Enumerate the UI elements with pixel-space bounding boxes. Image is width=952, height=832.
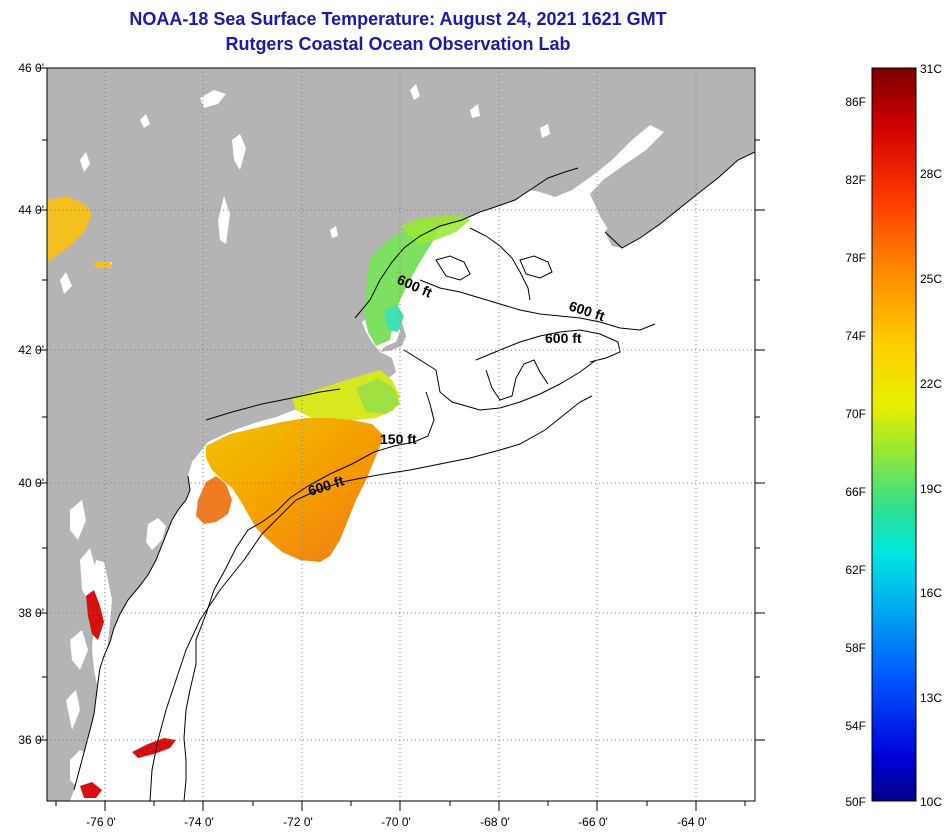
inland-water (60, 84, 550, 730)
sst-region-georges-shelf-green (356, 378, 400, 414)
lat-label-36: 36 0' (18, 733, 44, 747)
map-title: NOAA-18 Sea Surface Temperature: August … (129, 9, 667, 29)
colorbar-label-86f: 86F (845, 95, 866, 109)
pamlico-sound (70, 750, 92, 788)
lon-label-76: -76 0' (86, 815, 116, 829)
land-mass-nova-scotia (605, 110, 755, 248)
sst-region-delaware-shelf (196, 476, 232, 524)
colorbar-label-78f: 78F (845, 251, 866, 265)
contour-600ft-georges (475, 329, 621, 363)
colorbar-label-31c: 31C (920, 62, 942, 76)
delaware-bay (146, 518, 166, 550)
land-mass-mainland (47, 68, 755, 801)
lat-label-38: 38 0' (18, 606, 44, 620)
colorbar-label-54f: 54F (845, 719, 866, 733)
coastline (73, 151, 755, 791)
colorbar-label-28c: 28C (920, 167, 942, 181)
colorbar-label-22c: 22C (920, 377, 942, 391)
colorbar-label-70f: 70F (845, 407, 866, 421)
contour-600ft-shelf-break (149, 395, 593, 801)
colorbar-label-19c: 19C (920, 482, 942, 496)
lon-label-64: -64 0' (677, 815, 707, 829)
sst-region-gulf-of-maine (364, 220, 438, 346)
lat-label-40: 40 0' (18, 476, 44, 490)
lon-label-66: -66 0' (578, 815, 608, 829)
colorbar-label-25c: 25C (920, 272, 942, 286)
lat-label-42: 42 0' (18, 343, 44, 357)
colorbar-label-66f: 66F (845, 485, 866, 499)
contour-600ft-gulf-of-maine (419, 279, 656, 331)
temperature-colorbar: 86F 82F 78F 74F 70F 66F 62F 58F 54F 50F … (845, 62, 942, 809)
colorbar-label-10c: 10C (920, 795, 942, 809)
colorbar-gradient (871, 67, 917, 802)
axis-ticks (37, 67, 765, 811)
lon-label-72: -72 0' (283, 815, 313, 829)
lat-label-46: 46 0' (18, 61, 44, 75)
sst-region-gulf-of-maine-cool (384, 304, 404, 332)
lon-label-74: -74 0' (184, 815, 214, 829)
colorbar-label-58f: 58F (845, 641, 866, 655)
colorbar-label-50f: 50F (845, 795, 866, 809)
map-area: 600 ft 600 ft 600 ft 150 ft 600 ft (47, 68, 755, 801)
contour-label-600ft-3: 600 ft (545, 330, 582, 346)
sst-region-pamlico (80, 782, 102, 798)
colorbar-label-62f: 62F (845, 563, 866, 577)
map-frame (46, 67, 756, 802)
colorbar-label-16c: 16C (920, 586, 942, 600)
lon-label-70: -70 0' (381, 815, 411, 829)
lat-label-44: 44 0' (18, 203, 44, 217)
sst-region-offshore-nc (132, 738, 176, 758)
colorbar-label-82f: 82F (845, 173, 866, 187)
contour-georges-bank (403, 349, 597, 411)
bathymetry-contours (149, 227, 656, 801)
contour-150ft (183, 391, 435, 801)
lon-label-68: -68 0' (480, 815, 510, 829)
map-subtitle: Rutgers Coastal Ocean Observation Lab (225, 34, 571, 54)
sst-region-north-shelf (48, 196, 92, 262)
colorbar-label-13c: 13C (920, 691, 942, 705)
sst-region-mid-atlantic-bight (206, 418, 384, 562)
contour-label-150ft: 150 ft (380, 431, 417, 447)
sst-region-lake-ontario (94, 262, 112, 268)
sst-region-chesapeake (86, 590, 104, 640)
colorbar-label-74f: 74F (845, 329, 866, 343)
